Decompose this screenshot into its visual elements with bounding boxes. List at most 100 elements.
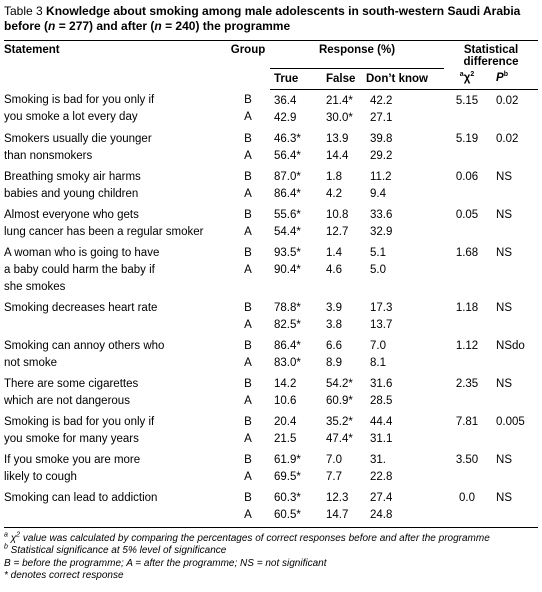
statement-line: she smokes: [4, 280, 66, 293]
dont-know-value-line: 29.2: [370, 149, 393, 162]
dont-know-value-line: 24.8: [370, 508, 393, 521]
true-value-line: 60.3*: [274, 491, 301, 504]
table-label: Table 3: [4, 4, 43, 18]
chi-symbol: χ: [10, 532, 17, 544]
dont-know-value-line: 27.4: [370, 491, 393, 504]
false-value: 3.9 3.8: [322, 297, 366, 335]
table-row: Smokers usually die younger than nonsmoke…: [4, 128, 538, 166]
header-cell: Pb: [490, 68, 539, 90]
group-line: B: [244, 301, 252, 314]
group-line: A: [244, 225, 252, 238]
false-value: 54.2* 60.9*: [322, 373, 366, 411]
group-line: A: [244, 149, 252, 162]
true-value: 20.4 21.5: [270, 411, 322, 449]
false-value-line: 10.8: [326, 208, 349, 221]
footnote: B = before the programme; A = after the …: [4, 557, 327, 569]
header-cell: Group: [226, 40, 270, 89]
group-line: B: [244, 208, 252, 221]
true-value: 93.5* 90.4*: [270, 242, 322, 297]
dont-know-value-line: 17.3: [370, 301, 393, 314]
false-value: 35.2* 47.4*: [322, 411, 366, 449]
statement: There are some cigarettes which are not d…: [4, 373, 226, 411]
group-line: A: [244, 263, 252, 276]
false-value-line: 8.9: [326, 356, 342, 369]
chi2-value: 1.18: [455, 301, 479, 314]
statement-line: There are some cigarettes: [4, 377, 139, 390]
table-row: There are some cigarettes which are not d…: [4, 373, 538, 411]
p-value: NSdo: [496, 339, 525, 352]
group-line: A: [244, 508, 252, 521]
footnote-text: Statistical significance at 5% level of …: [7, 545, 227, 556]
chi2-value: 3.50: [455, 453, 479, 466]
p-value: NS: [496, 377, 512, 390]
title-part: n: [154, 19, 162, 33]
footnote: * denotes correct response: [4, 570, 124, 581]
false-value: 12.3 14.7: [322, 486, 366, 528]
group-line: B: [244, 415, 252, 428]
table-row: Almost everyone who gets lung cancer has …: [4, 204, 538, 242]
true-value-line: 90.4*: [274, 263, 301, 276]
statement-line: you smoke for many years: [4, 432, 139, 445]
header-cell: Response (%): [270, 40, 445, 69]
p-value: 0.02: [496, 94, 519, 107]
true-value: 14.2 10.6: [270, 373, 322, 411]
caption: Table 3 Knowledge about smoking among ma…: [4, 4, 538, 34]
statement-line: A woman who is going to have: [4, 246, 160, 259]
dont-know-value: 31. 22.8: [366, 449, 444, 487]
false-value-line: 54.2*: [326, 377, 353, 390]
footnote-text: value was calculated by comparing the pe…: [20, 532, 490, 544]
chi-symbol: χ: [463, 72, 471, 84]
true-value-line: 55.6*: [274, 208, 301, 221]
exponent: 2: [470, 71, 475, 79]
statement-line: babies and young children: [4, 187, 139, 200]
p-value: 0.02: [496, 132, 519, 145]
p-value: NS: [496, 246, 512, 259]
dont-know-value-line: 11.2: [370, 170, 392, 183]
statement-line: Smoking can annoy others who: [4, 339, 165, 352]
statement: Smoking is bad for you only if you smoke …: [4, 411, 226, 449]
table-row: Smoking is bad for you only if you smoke …: [4, 411, 538, 449]
table-row: Smoking is bad for you only if you smoke …: [4, 89, 538, 128]
true-value: 60.3* 60.5*: [270, 486, 322, 528]
false-value: 6.6 8.9: [322, 335, 366, 373]
chi2-value: 1.12: [455, 339, 479, 352]
false-value-line: 12.3: [326, 491, 349, 504]
header-row: Statement Group Response (%) Statistical di…: [4, 40, 539, 89]
chi2-value: 0.06: [455, 170, 479, 183]
p-symbol: P: [496, 72, 504, 84]
header-cell: Statistical difference: [444, 40, 539, 68]
table-body: Smoking is bad for you only if you smoke …: [4, 89, 539, 528]
dont-know-value-line: 28.5: [370, 394, 393, 407]
false-value-line: 60.9*: [326, 394, 353, 407]
dont-know-value: 27.4 24.8: [366, 486, 445, 528]
true-value-line: 56.4*: [274, 149, 301, 162]
table-head: Statement Group Response (%) Statistical di…: [4, 40, 539, 90]
group-line: A: [244, 432, 252, 445]
statement: Smoking can lead to addiction: [4, 486, 226, 528]
title-part: Knowledge about smoking among male adole…: [4, 4, 521, 33]
footnote-marker: a: [459, 71, 464, 79]
false-value-line: 3.8: [326, 318, 342, 331]
dont-know-value-line: 5.1: [370, 246, 386, 259]
dont-know-value: 33.6 32.9: [366, 204, 444, 242]
dont-know-value-line: 22.8: [370, 470, 393, 483]
dont-know-value: 17.3 13.7: [366, 297, 444, 335]
dont-know-value: 44.4 31.1: [366, 411, 444, 449]
p-value: NS: [496, 208, 512, 221]
false-value-line: 21.4*: [326, 94, 353, 107]
dont-know-value: 7.0 8.1: [366, 335, 444, 373]
true-value: 55.6* 54.4*: [270, 204, 322, 242]
statement: Smokers usually die younger than nonsmoke…: [4, 128, 226, 166]
footnote-marker: a: [4, 531, 8, 539]
chi2-value: 0.0: [444, 486, 491, 528]
true-value-line: 86.4*: [274, 187, 301, 200]
true-value-line: 20.4: [274, 415, 297, 428]
